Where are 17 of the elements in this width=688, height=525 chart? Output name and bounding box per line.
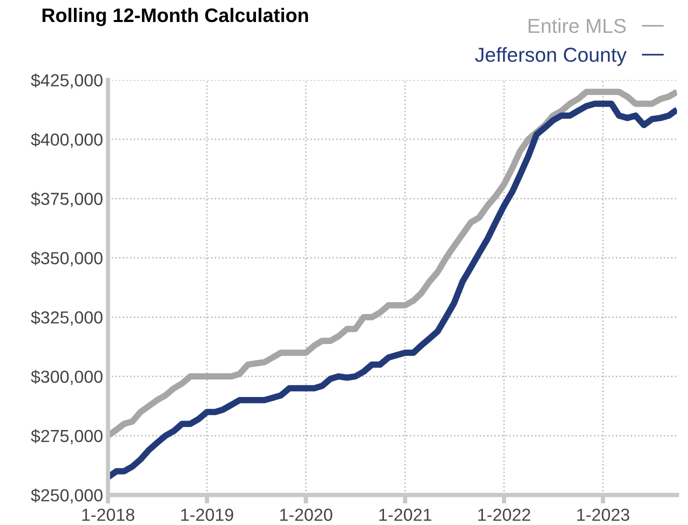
y-tick-label: $400,000: [30, 132, 102, 148]
chart-title: Rolling 12-Month Calculation: [42, 8, 308, 26]
y-tick-label: $275,000: [30, 429, 102, 444]
x-tick-label: 1-2022: [478, 508, 530, 521]
y-tick-label: $300,000: [30, 370, 102, 385]
y-tick-label: $325,000: [30, 310, 102, 326]
x-tick-label: 1-2018: [82, 508, 134, 521]
legend-label: Jefferson County: [475, 47, 627, 66]
legend-label: Entire MLS: [528, 18, 626, 34]
x-tick-label: 1-2020: [280, 508, 332, 521]
x-tick-label: 1-2023: [577, 508, 630, 521]
y-tick-label: $350,000: [30, 251, 102, 266]
y-tick-label: $250,000: [30, 488, 102, 504]
y-tick-label: $425,000: [30, 73, 102, 89]
x-tick-label: 1-2019: [181, 508, 234, 521]
y-tick-label: $375,000: [30, 192, 102, 208]
x-tick-label: 1-2021: [379, 508, 432, 521]
